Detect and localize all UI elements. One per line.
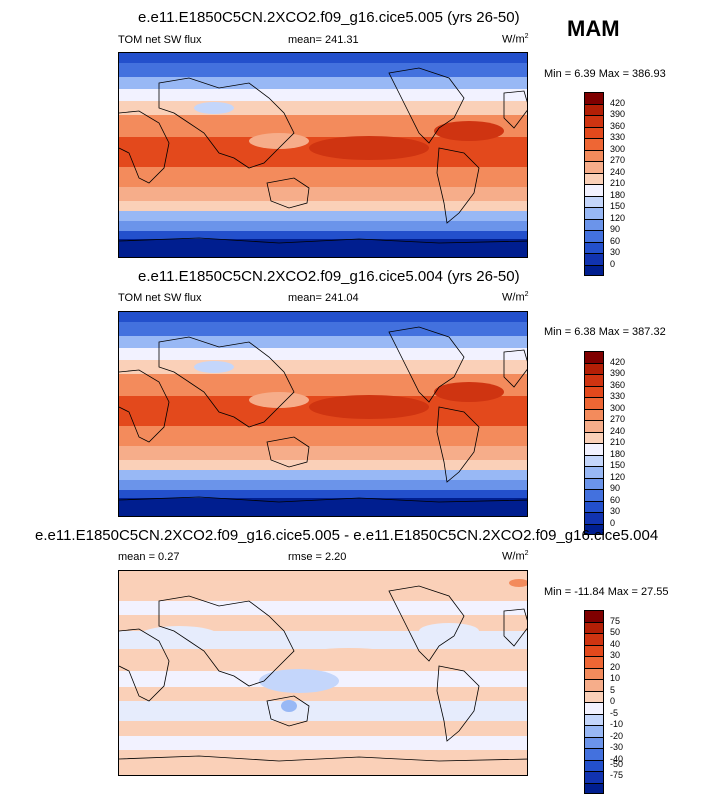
panel-3-units-label: W/m2 [502, 550, 529, 563]
panel-2-field [119, 312, 527, 516]
panel-3-title: e.e11.E1850C5CN.2XCO2.f09_g16.cice5.005 … [35, 527, 659, 544]
panel-3-cbar-label: -75 [610, 770, 624, 780]
panel-2-title: e.e11.E1850C5CN.2XCO2.f09_g16.cice5.004 … [138, 268, 520, 285]
panel-1-field [119, 53, 527, 257]
panel-3-cbar-label: -30 [610, 742, 624, 752]
panel-3-cbar-label: -50 [610, 759, 624, 769]
panel-2-cbar-label: 390 [610, 368, 626, 378]
panel-2-map [118, 311, 528, 517]
panel-3-mean-label: mean = 0.27 [118, 551, 180, 563]
panel-1-cbar-label: 60 [610, 236, 621, 246]
panel-2-cbar-label: 90 [610, 483, 621, 493]
panel-1-cbar-label: 390 [610, 109, 626, 119]
panel-3-cbar-label: 5 [610, 685, 616, 695]
panel-3-rmse-label: rmse = 2.20 [288, 551, 347, 563]
panel-3-cbar-label: 30 [610, 650, 621, 660]
panel-3-cbar-label: 10 [610, 673, 621, 683]
panel-3-minmax: Min = -11.84 Max = 27.55 [544, 586, 669, 598]
panel-1-cbar-label: 120 [610, 213, 626, 223]
season-label: MAM [567, 16, 620, 41]
panel-3-cbar-label: 20 [610, 662, 621, 672]
panel-1-units-label: W/m2 [502, 33, 529, 46]
panel-1-mean-label: mean= 241.31 [288, 34, 359, 46]
panel-2-colorbar [584, 351, 604, 535]
panel-1-cbar-label: 30 [610, 247, 621, 257]
panel-1-title: e.e11.E1850C5CN.2XCO2.f09_g16.cice5.005 … [138, 9, 520, 26]
panel-2-mean-label: mean= 241.04 [288, 292, 359, 304]
panel-2-cbar-label: 120 [610, 472, 626, 482]
panel-2-cbar-label: 150 [610, 460, 626, 470]
panel-1-variable-label: TOM net SW flux [118, 34, 202, 46]
panel-1-cbar-label: 150 [610, 201, 626, 211]
panel-3-colorbar [584, 610, 604, 794]
panel-3-cbar-label: 75 [610, 616, 621, 626]
panel-2-cbar-label: 30 [610, 506, 621, 516]
panel-3-cbar-label: 40 [610, 639, 621, 649]
panel-1-map [118, 52, 528, 258]
panel-2-cbar-label: 210 [610, 437, 626, 447]
panel-3-cbar-label: -40 [610, 754, 624, 764]
panel-1-cbar-label: 270 [610, 155, 626, 165]
panel-2-cbar-label: 300 [610, 403, 626, 413]
panel-3-field [119, 571, 527, 775]
panel-2-units-label: W/m2 [502, 291, 529, 304]
panel-1-minmax: Min = 6.39 Max = 386.93 [544, 68, 666, 80]
panel-2-cbar-label: 60 [610, 495, 621, 505]
panel-3-cbar-label: -20 [610, 731, 624, 741]
panel-1-cbar-label: 0 [610, 259, 616, 269]
panel-2-variable-label: TOM net SW flux [118, 292, 202, 304]
panel-1-cbar-label: 300 [610, 144, 626, 154]
panel-3-cbar-label: 0 [610, 696, 616, 706]
panel-2-cbar-label: 270 [610, 414, 626, 424]
panel-1-cbar-label: 420 [610, 98, 626, 108]
panel-2-cbar-label: 240 [610, 426, 626, 436]
panel-2-cbar-label: 0 [610, 518, 616, 528]
panel-2-minmax: Min = 6.38 Max = 387.32 [544, 326, 666, 338]
panel-2-cbar-label: 330 [610, 391, 626, 401]
panel-1-cbar-label: 210 [610, 178, 626, 188]
panel-3-cbar-label: -10 [610, 719, 624, 729]
panel-1-cbar-label: 240 [610, 167, 626, 177]
panel-1-colorbar [584, 92, 604, 276]
panel-2-cbar-label: 360 [610, 380, 626, 390]
panel-3-cbar-label: -5 [610, 708, 619, 718]
panel-1-cbar-label: 360 [610, 121, 626, 131]
panel-1-cbar-label: 180 [610, 190, 626, 200]
panel-3-cbar-label: 50 [610, 627, 621, 637]
panel-2-cbar-label: 180 [610, 449, 626, 459]
panel-2-cbar-label: 420 [610, 357, 626, 367]
panel-1-cbar-label: 330 [610, 132, 626, 142]
panel-3-map [118, 570, 528, 776]
panel-1-cbar-label: 90 [610, 224, 621, 234]
